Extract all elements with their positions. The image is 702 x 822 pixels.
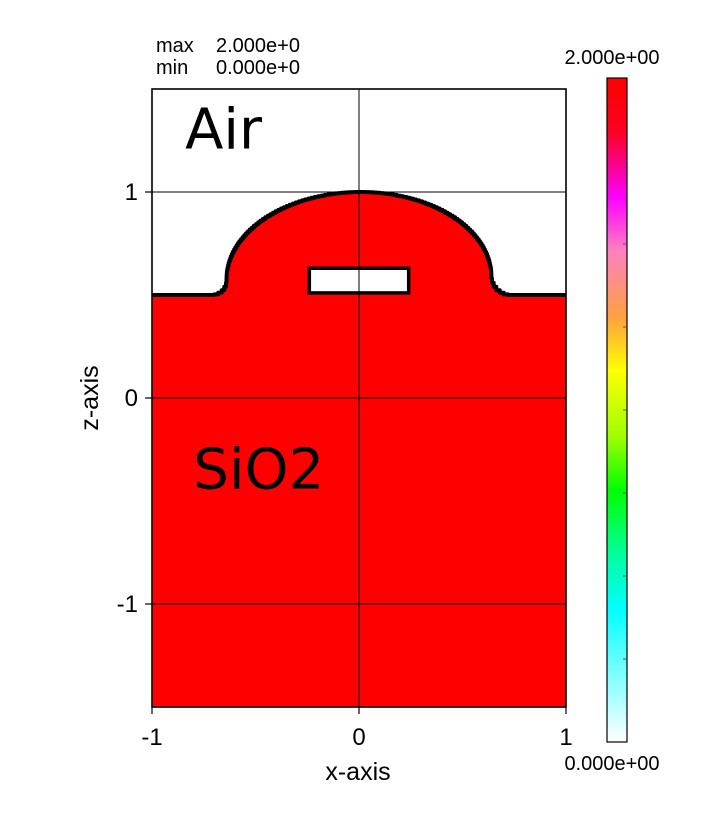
sio2-label: SiO2 xyxy=(193,438,324,503)
grid-lines xyxy=(152,89,566,707)
x-tick-label: 1 xyxy=(559,724,572,751)
colorbar-max-label: 2.000e+00 xyxy=(564,47,659,69)
y-tick-label: 0 xyxy=(125,385,138,412)
air-label: Air xyxy=(185,98,263,163)
plot-area: Air SiO2 xyxy=(151,88,567,708)
y-tick-label: 1 xyxy=(125,179,138,206)
y-axis: -1 0 1 xyxy=(117,179,152,618)
x-axis-label: x-axis xyxy=(325,758,390,786)
stats-box: max 2.000e+0 min 0.000e+0 xyxy=(156,35,300,79)
max-value: 2.000e+0 xyxy=(216,35,300,57)
colorbar: 2.000e+00 0.000e+00 xyxy=(564,47,659,775)
y-tick-label: -1 xyxy=(117,591,138,618)
colorbar-min-label: 0.000e+00 xyxy=(564,753,659,775)
x-tick-label: 0 xyxy=(352,724,365,751)
colorbar-ticks xyxy=(623,160,627,660)
x-tick-label: -1 xyxy=(141,724,162,751)
x-axis: -1 0 1 xyxy=(141,707,573,751)
min-label: min xyxy=(156,57,188,79)
min-value: 0.000e+0 xyxy=(216,57,300,79)
y-axis-label: z-axis xyxy=(76,365,104,430)
max-label: max xyxy=(156,35,194,57)
